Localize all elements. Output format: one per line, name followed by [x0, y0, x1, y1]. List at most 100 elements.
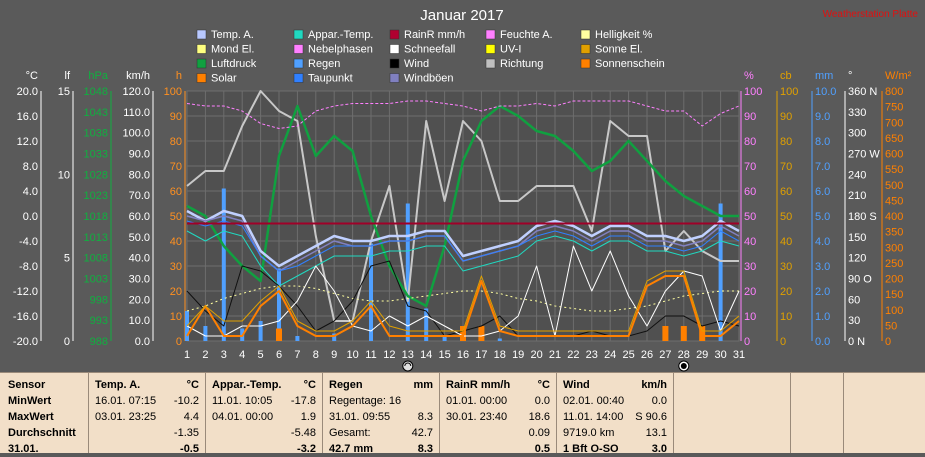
series-richtung [186, 90, 739, 322]
x-tick-label: 27 [659, 349, 671, 361]
stats-cell-value: -10.2 [173, 395, 199, 407]
legend-swatch [196, 44, 207, 54]
axis-tick-left: 100 [164, 86, 182, 98]
axis-tick-right: 90 [780, 111, 792, 123]
x-tick-label: 10 [346, 349, 358, 361]
axis-tick-left: 1008 [84, 253, 108, 265]
axis-tick-left: 1018 [84, 211, 108, 223]
axis-tick-right: 800 [885, 86, 903, 98]
stats-header-name: Temp. A. [95, 379, 141, 391]
x-tick-label: 12 [383, 349, 395, 361]
stats-cell-value: 0.0 [651, 395, 667, 407]
axis-tick-left: 70.0 [129, 190, 150, 202]
axis-tick-right: 700 [885, 117, 903, 129]
axis-tick-left: 30 [170, 261, 182, 273]
axis-tick-right: 60 [848, 294, 860, 306]
axis-tick-left: 998 [90, 294, 108, 306]
axis-tick-left: 1038 [84, 128, 108, 140]
legend-label: Temp. A. [211, 29, 254, 41]
stats-row-label: Durchschnitt [8, 427, 76, 439]
axis-tick-right: 50 [780, 211, 792, 223]
axis-tick-left: 20.0 [129, 294, 150, 306]
x-tick-label: 17 [475, 349, 487, 361]
stats-cell-value: 0.5 [534, 443, 550, 455]
stats-cell-time: 04.01. 00:00 [212, 411, 274, 423]
axis-tick-right: 0 [780, 336, 786, 348]
legend-swatch [196, 58, 207, 69]
x-tick-label: 4 [239, 349, 245, 361]
axis-tick-right: 600 [885, 149, 903, 161]
stats-header-unit: °C [186, 379, 199, 391]
axis-tick-right: 1.0 [815, 311, 830, 323]
axis-unit-right: mm [815, 70, 833, 82]
axis-tick-left: 5 [64, 253, 70, 265]
legend-swatch [389, 29, 400, 40]
stats-header-name: Appar.-Temp. [212, 379, 282, 391]
stats-cell-time: Gesamt: [329, 427, 371, 439]
sunshine-bar [680, 326, 687, 341]
axis-tick-right: 40 [744, 236, 756, 248]
legend-label: Wind [404, 58, 429, 70]
axis-tick-right: 0.0 [815, 336, 830, 348]
axis-tick-right: 50 [744, 211, 756, 223]
axis-tick-left: 20 [170, 286, 182, 298]
axis-tick-left: 110.0 [123, 107, 150, 119]
legend-swatch [389, 73, 400, 83]
axis-tick-right: 250 [885, 258, 903, 270]
axis-tick-right: 10 [780, 311, 792, 323]
rain-bar [497, 338, 502, 341]
station-name: Weatherstation Platte [823, 9, 919, 20]
axis-tick-right: 4.0 [815, 236, 830, 248]
stats-cell-value: 18.6 [528, 411, 550, 423]
axis-tick-left: 1033 [84, 149, 108, 161]
rain-bar [258, 321, 263, 341]
axis-tick-right: 2.0 [815, 286, 830, 298]
axis-tick-left: -4.0 [19, 236, 38, 248]
stats-header-name: Wind [563, 379, 590, 391]
axis-tick-left: 40.0 [129, 253, 150, 265]
axis-tick-left: 100.0 [122, 128, 150, 140]
axis-tick-right: 750 [885, 102, 903, 114]
legend-swatch [485, 29, 496, 40]
legend-swatch [293, 58, 304, 69]
axis-tick-right: 50 [885, 320, 897, 332]
stats-col-empty-1 [674, 373, 791, 453]
axis-tick-left: 60 [170, 186, 182, 198]
legend-swatch [580, 44, 591, 54]
axis-tick-left: 0 [64, 336, 70, 348]
axis-unit-left: hPa [88, 70, 108, 82]
rain-bar [442, 336, 447, 341]
axis-unit-left: km/h [126, 70, 150, 82]
stats-cell-time: 03.01. 23:25 [95, 411, 157, 423]
stats-cell-value: 3.0 [651, 443, 667, 455]
rain-bar [203, 326, 208, 341]
series-feuchte-a [186, 100, 740, 129]
x-tick-label: 20 [530, 349, 542, 361]
stats-header-unit: mm [413, 379, 433, 391]
series-luftdruck [186, 104, 739, 308]
legend-swatch [580, 58, 591, 69]
x-tick-label: 30 [714, 349, 726, 361]
statistics-panel: Sensor MinWert MaxWert Durchschnitt 31.0… [0, 372, 925, 455]
axis-tick-right: 80 [744, 136, 756, 148]
x-tick-label: 15 [438, 349, 450, 361]
axis-tick-right: 70 [744, 161, 756, 173]
x-tick-label: 13 [402, 349, 414, 361]
axis-tick-left: 1023 [84, 190, 108, 202]
stats-cell-time: 01.01. 00:00 [446, 395, 508, 407]
axis-unit-left: h [176, 70, 182, 82]
legend-label: Luftdruck [211, 58, 257, 70]
stats-col-empty-3 [844, 373, 924, 453]
stats-col-wind: Wind km/h 02.01. 00:40 0.0 11.01. 14:00 S 9… [557, 373, 674, 455]
axis-tick-right: 70 [780, 161, 792, 173]
rain-bar [332, 333, 337, 341]
legend-label: Regen [308, 58, 340, 70]
axis-tick-left: 10 [58, 169, 70, 181]
axis-tick-right: 60 [744, 186, 756, 198]
axis-tick-right: 270 W [848, 149, 880, 161]
stats-cell-value: -1.35 [173, 427, 199, 439]
legend-label: Mond El. [211, 44, 254, 56]
x-tick-label: 11 [365, 349, 376, 361]
stats-cell-value: -0.5 [180, 443, 199, 455]
stats-cell-time: 31.01. 09:55 [329, 411, 391, 423]
